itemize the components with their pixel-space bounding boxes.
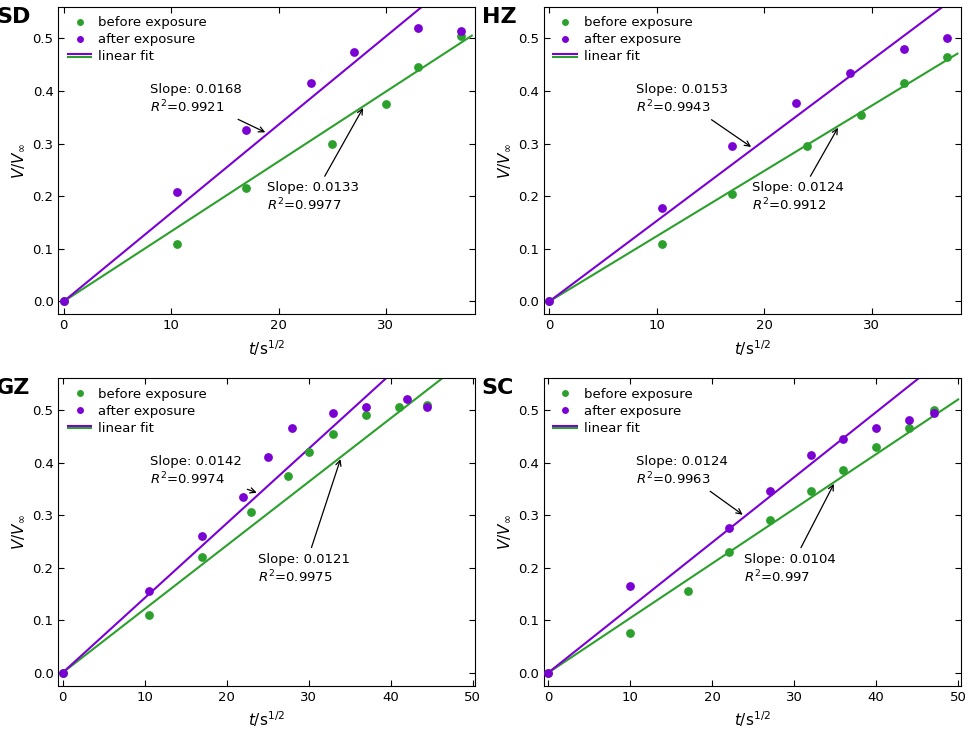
Point xyxy=(194,551,209,563)
Point xyxy=(239,124,254,136)
Point xyxy=(655,238,670,250)
Point xyxy=(680,585,695,597)
Point xyxy=(324,138,340,149)
Text: Slope: 0.0124
$R^2$=0.9963: Slope: 0.0124 $R^2$=0.9963 xyxy=(636,455,741,514)
Point xyxy=(542,295,557,307)
Point xyxy=(721,523,736,534)
Point xyxy=(358,409,374,421)
Legend: before exposure, after exposure, linear fit: before exposure, after exposure, linear … xyxy=(550,385,695,437)
Point xyxy=(896,43,912,55)
Point xyxy=(260,451,276,463)
Legend: before exposure, after exposure, linear fit: before exposure, after exposure, linear … xyxy=(65,13,209,66)
X-axis label: $t$/s$^{1/2}$: $t$/s$^{1/2}$ xyxy=(248,710,285,729)
Point xyxy=(724,141,739,152)
Point xyxy=(194,530,209,542)
Point xyxy=(896,77,912,89)
Point xyxy=(55,667,70,679)
Point xyxy=(141,609,157,621)
Y-axis label: $V$/$V_\infty$: $V$/$V_\infty$ xyxy=(11,143,27,179)
Point xyxy=(55,667,70,679)
Point xyxy=(724,188,739,199)
Text: HZ: HZ xyxy=(481,7,516,27)
Point xyxy=(420,401,435,413)
Point xyxy=(358,401,374,413)
Point xyxy=(325,428,341,439)
Point xyxy=(721,546,736,558)
Y-axis label: $V$/$V_\infty$: $V$/$V_\infty$ xyxy=(497,143,512,179)
Point xyxy=(56,295,71,307)
Point xyxy=(622,628,638,640)
Point xyxy=(789,96,805,108)
Point xyxy=(378,99,393,110)
X-axis label: $t$/s$^{1/2}$: $t$/s$^{1/2}$ xyxy=(248,338,285,358)
Legend: before exposure, after exposure, linear fit: before exposure, after exposure, linear … xyxy=(65,385,209,437)
Point xyxy=(800,141,815,152)
Point xyxy=(301,446,317,458)
Point xyxy=(542,295,557,307)
Point xyxy=(836,464,851,476)
Text: SC: SC xyxy=(481,378,514,398)
Point xyxy=(346,46,361,57)
Text: Slope: 0.0133
$R^2$=0.9977: Slope: 0.0133 $R^2$=0.9977 xyxy=(267,109,362,213)
Point xyxy=(926,404,942,416)
Point xyxy=(939,51,955,63)
Point xyxy=(622,580,638,592)
Point xyxy=(843,67,858,79)
Point xyxy=(391,401,406,413)
Point xyxy=(541,667,556,679)
Y-axis label: $V$/$V_\infty$: $V$/$V_\infty$ xyxy=(11,514,27,550)
Point xyxy=(901,422,917,434)
X-axis label: $t$/s$^{1/2}$: $t$/s$^{1/2}$ xyxy=(733,338,770,358)
Text: Slope: 0.0124
$R^2$=0.9912: Slope: 0.0124 $R^2$=0.9912 xyxy=(752,129,844,213)
Text: Slope: 0.0168
$R^2$=0.9921: Slope: 0.0168 $R^2$=0.9921 xyxy=(150,83,264,132)
Point xyxy=(56,295,71,307)
Point xyxy=(939,32,955,44)
Point xyxy=(901,414,917,426)
Text: Slope: 0.0153
$R^2$=0.9943: Slope: 0.0153 $R^2$=0.9943 xyxy=(636,83,750,146)
Point xyxy=(655,202,670,213)
Point xyxy=(169,186,184,198)
Point xyxy=(803,486,818,498)
Point xyxy=(836,433,851,445)
Text: Slope: 0.0142
$R^2$=0.9974: Slope: 0.0142 $R^2$=0.9974 xyxy=(150,455,255,493)
Text: Slope: 0.0104
$R^2$=0.997: Slope: 0.0104 $R^2$=0.997 xyxy=(744,485,836,585)
Point xyxy=(325,407,341,419)
Text: SD: SD xyxy=(0,7,30,27)
Point xyxy=(762,514,777,526)
Point xyxy=(853,109,869,121)
Point xyxy=(803,449,818,461)
Point xyxy=(244,506,259,518)
Point xyxy=(235,491,250,503)
X-axis label: $t$/s$^{1/2}$: $t$/s$^{1/2}$ xyxy=(733,710,770,729)
Y-axis label: $V$/$V_\infty$: $V$/$V_\infty$ xyxy=(497,514,512,550)
Point xyxy=(453,30,468,42)
Text: GZ: GZ xyxy=(0,378,30,398)
Point xyxy=(410,62,426,74)
Point xyxy=(420,399,435,411)
Point xyxy=(869,422,884,434)
Point xyxy=(239,183,254,194)
Point xyxy=(169,238,184,250)
Point xyxy=(399,394,415,406)
Point xyxy=(141,585,157,597)
Point xyxy=(453,25,468,37)
Point xyxy=(541,667,556,679)
Point xyxy=(303,77,318,89)
Point xyxy=(284,422,300,434)
Point xyxy=(869,441,884,453)
Text: Slope: 0.0121
$R^2$=0.9975: Slope: 0.0121 $R^2$=0.9975 xyxy=(258,461,351,585)
Point xyxy=(410,22,426,34)
Legend: before exposure, after exposure, linear fit: before exposure, after exposure, linear … xyxy=(550,13,695,66)
Point xyxy=(762,486,777,498)
Point xyxy=(926,407,942,419)
Point xyxy=(281,470,296,481)
